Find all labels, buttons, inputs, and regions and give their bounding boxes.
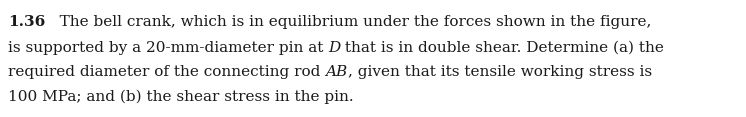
Text: AB: AB [325, 65, 348, 79]
Text: D: D [328, 41, 340, 55]
Text: that is in double shear. Determine (a) the: that is in double shear. Determine (a) t… [340, 41, 665, 55]
Text: The bell crank, which is in equilibrium under the forces shown in the figure,: The bell crank, which is in equilibrium … [46, 15, 651, 29]
Text: , given that its tensile working stress is: , given that its tensile working stress … [348, 65, 651, 79]
Text: 100 MPa; and (b) the shear stress in the pin.: 100 MPa; and (b) the shear stress in the… [8, 90, 354, 104]
Text: required diameter of the connecting rod: required diameter of the connecting rod [8, 65, 325, 79]
Text: 1.36: 1.36 [8, 15, 46, 29]
Text: is supported by a 20-mm-diameter pin at: is supported by a 20-mm-diameter pin at [8, 41, 328, 55]
